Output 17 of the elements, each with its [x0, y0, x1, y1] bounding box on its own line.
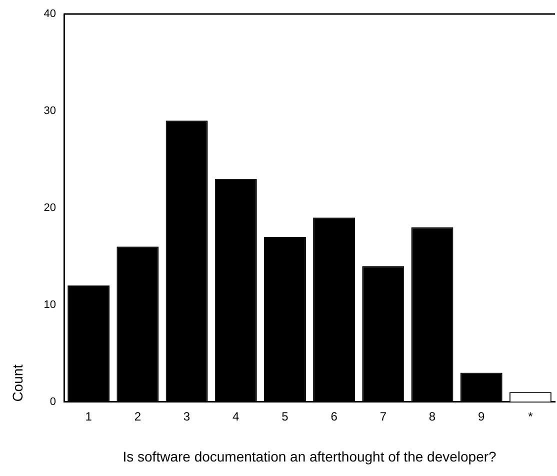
x-tick-label: 8	[428, 409, 436, 424]
x-tick-label: *	[528, 409, 534, 424]
x-tick-label: 3	[183, 409, 190, 424]
y-tick-label: 0	[50, 396, 56, 408]
x-tick-label: 6	[330, 409, 338, 424]
x-axis-title: Is software documentation an afterthought of the developer?	[122, 448, 497, 464]
y-tick-label: 20	[44, 202, 56, 214]
y-tick-label: 40	[44, 8, 56, 20]
x-tick-label: 2	[134, 409, 142, 424]
x-tick-label: 5	[282, 409, 289, 424]
x-tick-label: 7	[380, 409, 387, 424]
y-tick-label: 30	[44, 104, 56, 117]
y-axis-title: Count	[9, 364, 26, 402]
x-tick-label: 4	[232, 409, 240, 424]
x-tick-label: 1	[85, 409, 92, 424]
y-tick-label: 10	[44, 298, 56, 311]
x-tick-label: 9	[478, 409, 486, 424]
